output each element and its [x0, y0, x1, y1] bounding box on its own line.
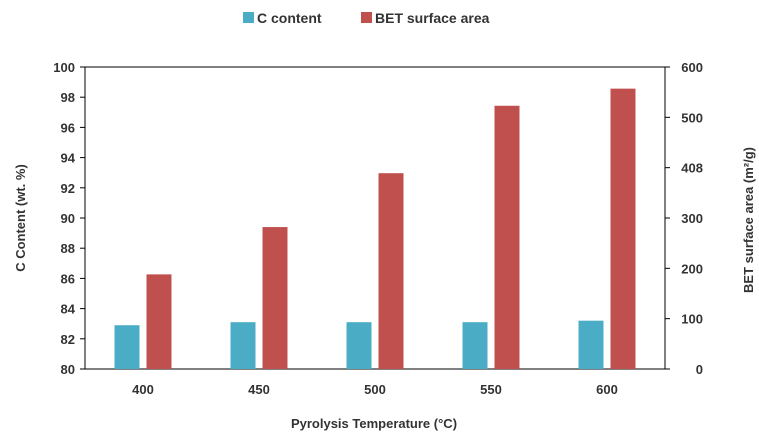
- x-tick-label: 500: [364, 382, 386, 397]
- left-y-tick-label: 90: [61, 211, 75, 226]
- legend-swatch: [361, 12, 372, 23]
- legend-swatch: [243, 12, 254, 23]
- right-y-tick-label: 300: [681, 211, 703, 226]
- x-axis-title: Pyrolysis Temperature (°C): [291, 416, 457, 431]
- bars: [114, 88, 636, 370]
- left-y-axis-title: C Content (wt. %): [13, 164, 28, 272]
- x-axis: 400 450 500 550 600: [132, 382, 618, 397]
- bar-bet-surface-area-600: [610, 88, 636, 369]
- bar-c-content-500: [346, 322, 372, 369]
- x-tick-label: 400: [132, 382, 154, 397]
- bar-c-content-400: [114, 325, 140, 369]
- x-tick-label: 450: [248, 382, 270, 397]
- bar-bet-surface-area-550: [494, 105, 520, 370]
- right-y-tick-label: 500: [681, 110, 703, 125]
- legend: C content BET surface area: [243, 10, 490, 26]
- plot-frame: [84, 66, 666, 370]
- right-y-tick-label: 600: [681, 60, 703, 75]
- x-tick-label: 550: [480, 382, 502, 397]
- left-y-tick-label: 82: [61, 332, 75, 347]
- legend-item-c-content: C content: [243, 10, 322, 26]
- right-y-tick-label: 200: [681, 261, 703, 276]
- bar-c-content-450: [230, 322, 256, 369]
- left-y-tick-label: 86: [61, 271, 75, 286]
- bar-bet-surface-area-500: [378, 173, 404, 369]
- left-y-tick-label: 94: [61, 151, 76, 166]
- right-y-tick-label: 100: [681, 312, 703, 327]
- legend-label: C content: [257, 10, 322, 26]
- left-y-tick-label: 100: [53, 60, 75, 75]
- left-y-tick-label: 92: [61, 181, 75, 196]
- bar-bet-surface-area-400: [146, 274, 172, 369]
- legend-label: BET surface area: [375, 10, 490, 26]
- left-y-tick-label: 84: [61, 302, 76, 317]
- right-y-tick-label: 408: [681, 161, 703, 176]
- left-y-tick-label: 80: [61, 362, 75, 377]
- left-y-tick-label: 88: [61, 241, 75, 256]
- left-y-tick-label: 98: [61, 90, 75, 105]
- right-y-axis: 0 100 200 300 408 500 600: [665, 60, 703, 377]
- plot-area: [84, 66, 666, 370]
- bar-c-content-600: [578, 320, 604, 369]
- left-y-axis: 80 82 84 86 88 90 92 94 96 98 100: [53, 60, 85, 377]
- bar-bet-surface-area-450: [262, 227, 288, 369]
- right-y-tick-label: 0: [696, 362, 703, 377]
- x-tick-label: 600: [596, 382, 618, 397]
- right-y-axis-title: BET surface area (m²/g): [741, 147, 756, 293]
- bar-c-content-550: [462, 322, 488, 369]
- left-y-tick-label: 96: [61, 120, 75, 135]
- legend-item-bet-surface-area: BET surface area: [361, 10, 490, 26]
